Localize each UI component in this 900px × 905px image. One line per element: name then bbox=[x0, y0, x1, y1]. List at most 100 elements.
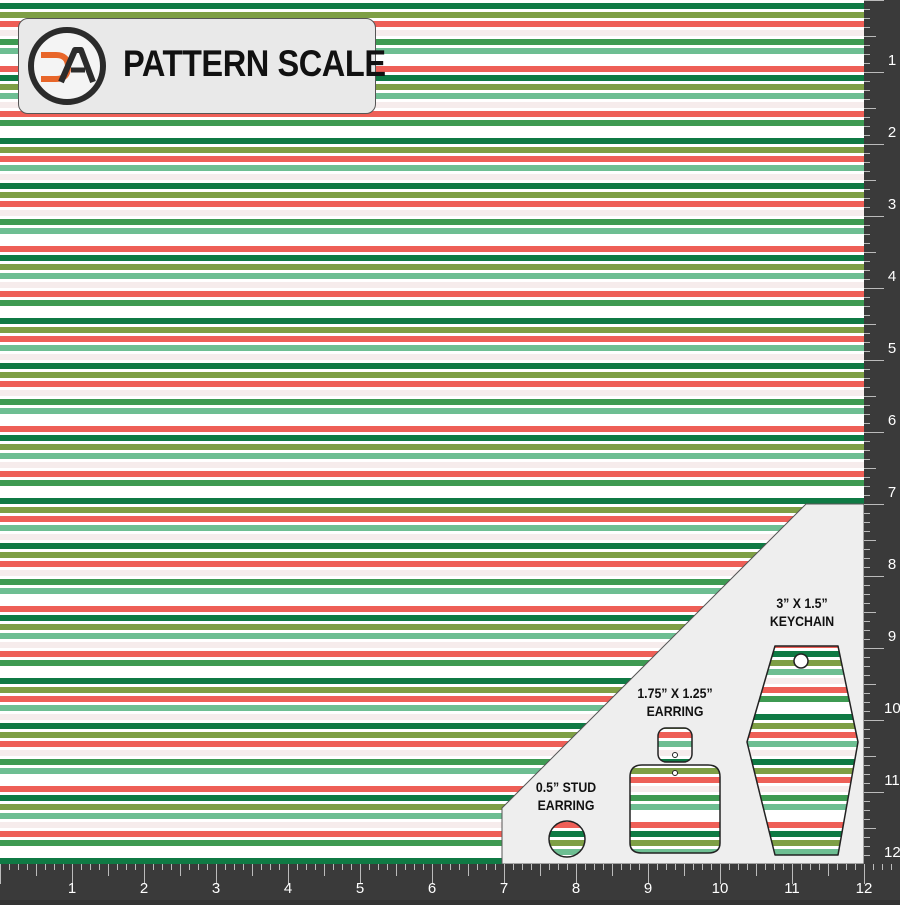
stripe bbox=[0, 606, 864, 612]
stripe bbox=[747, 646, 858, 648]
stripe bbox=[747, 687, 858, 693]
stripe bbox=[747, 669, 858, 675]
stripe bbox=[0, 831, 864, 837]
ruler-right-label: 8 bbox=[887, 556, 897, 573]
stripe bbox=[0, 570, 864, 576]
stripe bbox=[0, 543, 864, 549]
stripe bbox=[0, 12, 864, 18]
stripe bbox=[0, 804, 864, 810]
stripe bbox=[0, 183, 864, 189]
stud-earring-label: 0.5” STUD EARRING bbox=[522, 778, 610, 814]
stripe bbox=[0, 462, 864, 468]
keychain-label-line2: KEYCHAIN bbox=[769, 613, 835, 629]
ruler-bottom-label: 11 bbox=[784, 880, 800, 897]
stripe bbox=[0, 795, 864, 801]
stripe bbox=[0, 651, 864, 657]
stripe bbox=[0, 822, 864, 828]
stripe bbox=[0, 696, 864, 702]
stripe bbox=[0, 264, 864, 270]
stripe bbox=[0, 633, 864, 639]
stripe bbox=[0, 669, 864, 675]
stripe bbox=[0, 138, 864, 144]
stripe bbox=[0, 111, 864, 117]
stripe bbox=[0, 93, 864, 99]
stripe bbox=[0, 777, 864, 783]
ruler-right bbox=[864, 0, 900, 865]
stripe bbox=[0, 345, 864, 351]
stripe bbox=[630, 849, 720, 853]
stripe bbox=[0, 174, 864, 180]
stripe bbox=[747, 696, 858, 702]
stripe bbox=[0, 57, 864, 63]
stripe bbox=[747, 768, 858, 774]
stripe bbox=[0, 480, 864, 486]
stripe bbox=[0, 615, 864, 621]
ruler-bottom-label: 6 bbox=[427, 880, 437, 897]
stripe bbox=[0, 723, 864, 729]
earring-main-shape bbox=[629, 764, 721, 854]
stripe bbox=[0, 786, 864, 792]
stripe bbox=[0, 21, 864, 27]
stripe bbox=[0, 678, 864, 684]
stripe bbox=[549, 840, 585, 846]
earring-label: 1.75” X 1.25” EARRING bbox=[627, 684, 724, 720]
stud-label-line2: EARRING bbox=[537, 797, 595, 813]
stripe bbox=[747, 741, 858, 747]
stripe bbox=[747, 723, 858, 729]
stripe bbox=[0, 534, 864, 540]
stripe bbox=[747, 849, 858, 855]
stripe bbox=[0, 408, 864, 414]
stripe bbox=[0, 714, 864, 720]
stripe bbox=[0, 129, 864, 135]
stripe bbox=[0, 201, 864, 207]
stripe bbox=[0, 30, 864, 36]
stripe bbox=[0, 381, 864, 387]
header-badge: DA PATTERN SCALE bbox=[18, 18, 386, 114]
stripe bbox=[0, 300, 864, 306]
stripe bbox=[0, 561, 864, 567]
stripe bbox=[0, 147, 864, 153]
stripe bbox=[0, 507, 864, 513]
stripe bbox=[0, 768, 864, 774]
stripe bbox=[0, 813, 864, 819]
stripe bbox=[0, 39, 864, 45]
stripe bbox=[0, 705, 864, 711]
stripe bbox=[0, 291, 864, 297]
stripe bbox=[0, 453, 864, 459]
stripe bbox=[0, 327, 864, 333]
stripe bbox=[0, 732, 864, 738]
stripe bbox=[0, 120, 864, 126]
stripe bbox=[0, 282, 864, 288]
ruler-bottom-label: 3 bbox=[211, 880, 221, 897]
stripe bbox=[0, 354, 864, 360]
stripe bbox=[549, 822, 585, 828]
stripe bbox=[747, 732, 858, 738]
ruler-right-label: 6 bbox=[887, 412, 897, 429]
ruler-bottom bbox=[0, 864, 900, 900]
stripe bbox=[0, 750, 864, 756]
stripe bbox=[549, 831, 585, 837]
ruler-right-label: 3 bbox=[887, 196, 897, 213]
ruler-bottom-label: 12 bbox=[855, 880, 873, 897]
ruler-right-label: 4 bbox=[887, 268, 897, 285]
stripe bbox=[630, 804, 720, 810]
stripe bbox=[747, 759, 858, 765]
stripe bbox=[0, 156, 864, 162]
ruler-right-label: 5 bbox=[887, 340, 897, 357]
stripe bbox=[630, 786, 720, 792]
stripe bbox=[0, 165, 864, 171]
stripe bbox=[747, 831, 858, 837]
stripe bbox=[0, 66, 864, 72]
ruler-right-label: 9 bbox=[887, 628, 897, 645]
stripe bbox=[0, 687, 864, 693]
stripe bbox=[0, 390, 864, 396]
stripe bbox=[658, 741, 692, 747]
stripe bbox=[0, 597, 864, 603]
keychain-label: 3” X 1.5” KEYCHAIN bbox=[758, 594, 846, 630]
stripe bbox=[0, 759, 864, 765]
stripe bbox=[0, 84, 864, 90]
stripe bbox=[0, 741, 864, 747]
stripe bbox=[630, 822, 720, 828]
stripe bbox=[747, 777, 858, 783]
